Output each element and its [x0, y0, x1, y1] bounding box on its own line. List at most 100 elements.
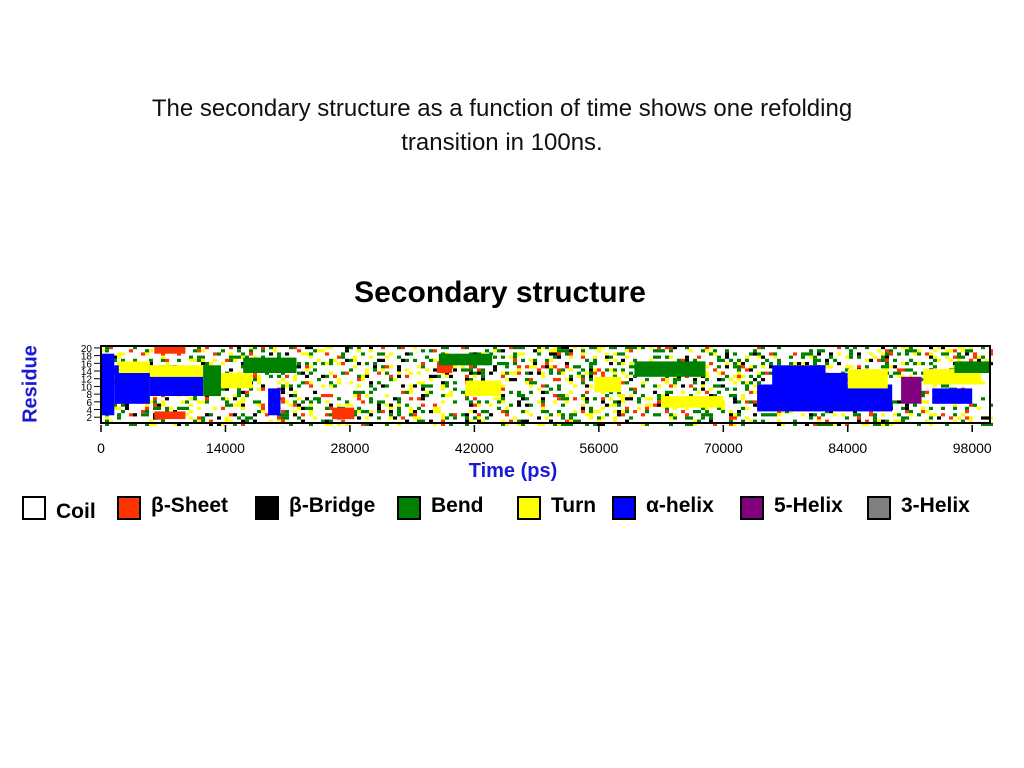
heatmap-cell [633, 410, 637, 414]
heatmap-cell [901, 362, 905, 366]
heatmap-cell [505, 422, 509, 426]
heatmap-cell [725, 387, 729, 391]
heatmap-cell [569, 422, 573, 426]
heatmap-cell [489, 403, 493, 407]
heatmap-cell [501, 374, 505, 378]
heatmap-cell [125, 403, 129, 407]
heatmap-cell [933, 349, 937, 353]
heatmap-cell [753, 349, 757, 353]
heatmap-cell [453, 368, 457, 372]
heatmap-cell [613, 374, 617, 378]
heatmap-cell [445, 416, 449, 420]
heatmap-cell [897, 419, 901, 423]
heatmap-cell [329, 419, 333, 423]
heatmap-cell [961, 413, 965, 417]
heatmap-cell [945, 384, 949, 388]
heatmap-cell [601, 422, 605, 426]
heatmap-cell [429, 390, 433, 394]
heatmap-cell [525, 378, 529, 382]
heatmap-cell [417, 381, 421, 385]
heatmap-cell [845, 346, 849, 350]
heatmap-cell [829, 410, 833, 414]
heatmap-cell [525, 397, 529, 401]
heatmap-cell [729, 422, 733, 426]
heatmap-cell [753, 413, 757, 417]
heatmap-cell [297, 397, 301, 401]
heatmap-cell [745, 355, 749, 359]
heatmap-cell [621, 371, 625, 375]
heatmap-cell [149, 358, 153, 362]
heatmap-cell [885, 355, 889, 359]
heatmap-cell [793, 352, 797, 356]
heatmap-cell [345, 371, 349, 375]
heatmap-cell [161, 403, 165, 407]
heatmap-cell [381, 384, 385, 388]
heatmap-cell [285, 413, 289, 417]
heatmap-cell [541, 400, 545, 404]
heatmap-cell [697, 419, 701, 423]
heatmap-cell [545, 390, 549, 394]
heatmap-cell [637, 400, 641, 404]
heatmap-cell [365, 374, 369, 378]
heatmap-cell [709, 362, 713, 366]
heatmap-cell [405, 352, 409, 356]
heatmap-cell [737, 374, 741, 378]
heatmap-cell [233, 355, 237, 359]
heatmap-cell [409, 397, 413, 401]
heatmap-cell [873, 422, 877, 426]
heatmap-cell [125, 406, 129, 410]
heatmap-cell [985, 422, 989, 426]
heatmap-cell [269, 352, 273, 356]
heatmap-cell [577, 419, 581, 423]
heatmap-cell [757, 374, 761, 378]
heatmap-cell [941, 406, 945, 410]
heatmap-cell [453, 365, 457, 369]
heatmap-cell [345, 358, 349, 362]
heatmap-cell [537, 368, 541, 372]
heatmap-cell [553, 378, 557, 382]
heatmap-cell [541, 365, 545, 369]
heatmap-cell [353, 410, 357, 414]
heatmap-cell [737, 358, 741, 362]
heatmap-cell [917, 349, 921, 353]
heatmap-cell [481, 368, 485, 372]
legend-label: 5-Helix [774, 494, 843, 517]
legend-label: Bend [431, 494, 484, 517]
heatmap-cell [253, 346, 257, 350]
heatmap-cell [721, 378, 725, 382]
heatmap-cell [301, 400, 305, 404]
heatmap-cell [645, 397, 649, 401]
heatmap-cell [769, 352, 773, 356]
heatmap-cell [581, 403, 585, 407]
heatmap-cell [733, 352, 737, 356]
heatmap-cell [801, 355, 805, 359]
heatmap-cell [201, 355, 205, 359]
heatmap-cell [461, 368, 465, 372]
heatmap-cell [541, 403, 545, 407]
heatmap-cell [653, 355, 657, 359]
heatmap-cell [821, 422, 825, 426]
heatmap-cell [357, 406, 361, 410]
heatmap-cell [573, 419, 577, 423]
heatmap-cell [521, 358, 525, 362]
heatmap-cell [233, 394, 237, 398]
heatmap-cell [349, 403, 353, 407]
heatmap-cell [397, 422, 401, 426]
heatmap-cell [757, 352, 761, 356]
heatmap-cell [161, 358, 165, 362]
heatmap-cell [701, 413, 705, 417]
heatmap-cell [221, 349, 225, 353]
heatmap-cell [477, 413, 481, 417]
heatmap-cell [753, 378, 757, 382]
heatmap-cell [929, 362, 933, 366]
heatmap-cell [485, 349, 489, 353]
heatmap-cell [421, 387, 425, 391]
heatmap-cell [301, 352, 305, 356]
heatmap-cell [565, 419, 569, 423]
heatmap-cell [461, 413, 465, 417]
heatmap-cell [621, 413, 625, 417]
heatmap-cell [369, 381, 373, 385]
heatmap-cell [669, 384, 673, 388]
heatmap-cell [309, 403, 313, 407]
heatmap-cell [977, 355, 981, 359]
